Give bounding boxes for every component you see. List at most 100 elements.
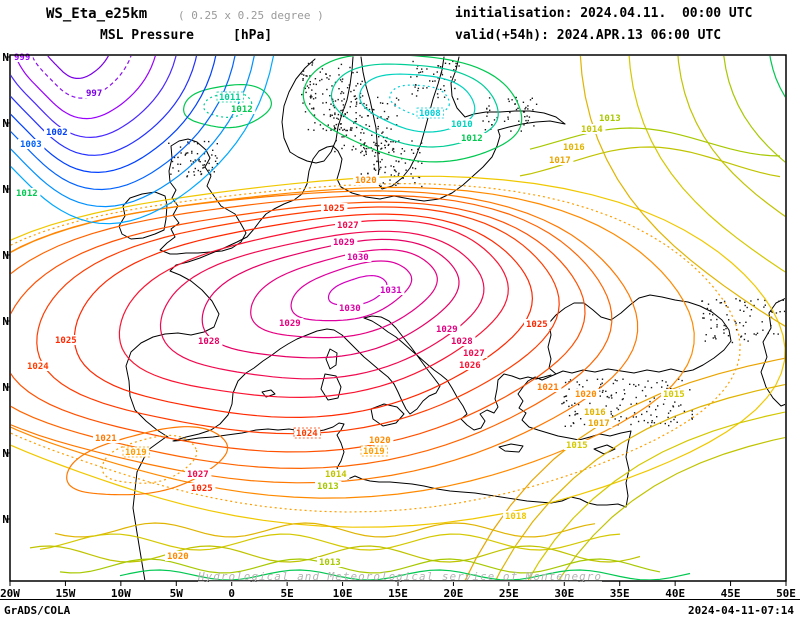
svg-text:1027: 1027 [187, 470, 209, 480]
svg-text:1015: 1015 [566, 441, 588, 451]
svg-text:999: 999 [14, 53, 30, 63]
svg-text:1025: 1025 [323, 204, 345, 214]
svg-text:1012: 1012 [16, 189, 38, 199]
svg-text:N: N [2, 117, 9, 130]
init-time-label: initialisation: 2024.04.11. 00:00 UTC [455, 6, 753, 21]
coast-west-europe [125, 120, 566, 438]
svg-text:N: N [2, 315, 9, 328]
svg-text:1020: 1020 [575, 390, 597, 400]
axis-labels: 20W 15W 10W 5W 0 5E 10E 15E 20E 25E 30E 35E 40E 45E 50… [0, 51, 796, 600]
svg-text:1028: 1028 [451, 337, 473, 347]
coast-finland [450, 56, 566, 125]
svg-text:1020: 1020 [355, 176, 377, 186]
coast-black-sea [547, 294, 732, 375]
svg-text:30E: 30E [554, 587, 574, 600]
coast-ireland [118, 191, 168, 240]
coastlines [118, 56, 785, 580]
svg-text:1014: 1014 [325, 470, 347, 480]
svg-text:1015: 1015 [663, 390, 685, 400]
svg-text:1012: 1012 [461, 134, 483, 144]
svg-text:1003: 1003 [20, 140, 42, 150]
svg-text:1002: 1002 [46, 128, 68, 138]
svg-text:15W: 15W [55, 587, 75, 600]
field-name: MSL Pressure [100, 28, 194, 43]
svg-text:1019: 1019 [363, 447, 385, 457]
svg-text:1027: 1027 [337, 221, 359, 231]
svg-text:20W: 20W [0, 587, 20, 600]
svg-text:40E: 40E [665, 587, 685, 600]
svg-text:1024: 1024 [296, 429, 318, 439]
svg-text:1027: 1027 [463, 349, 485, 359]
svg-text:50E: 50E [776, 587, 796, 600]
svg-text:10E: 10E [333, 587, 353, 600]
svg-text:45E: 45E [721, 587, 741, 600]
svg-text:1019: 1019 [125, 448, 147, 458]
svg-text:1030: 1030 [347, 253, 369, 263]
coast-africa-levant [132, 373, 632, 580]
svg-text:1013: 1013 [319, 558, 341, 568]
grads-credit: GrADS/COLA [4, 604, 71, 617]
svg-text:1017: 1017 [588, 419, 610, 429]
map-border [9, 54, 787, 582]
svg-text:10W: 10W [111, 587, 131, 600]
svg-text:1029: 1029 [279, 319, 301, 329]
svg-text:997: 997 [86, 89, 102, 99]
svg-text:1021: 1021 [537, 383, 559, 393]
svg-text:1010: 1010 [451, 120, 473, 130]
svg-text:1031: 1031 [380, 286, 402, 296]
svg-text:1020: 1020 [369, 436, 391, 446]
svg-text:1029: 1029 [333, 238, 355, 248]
island-cyprus [593, 444, 616, 455]
svg-text:0: 0 [228, 587, 235, 600]
model-resolution: ( 0.25 x 0.25 degree ) [178, 9, 324, 22]
coast-caspian [760, 297, 785, 407]
svg-text:1014: 1014 [581, 125, 603, 135]
svg-text:1028: 1028 [198, 337, 220, 347]
svg-text:1025: 1025 [191, 484, 213, 494]
svg-text:1018: 1018 [505, 512, 527, 522]
svg-text:1021: 1021 [95, 434, 117, 444]
island-corsica [325, 348, 338, 370]
svg-text:1012: 1012 [231, 105, 253, 115]
svg-text:1016: 1016 [584, 408, 606, 418]
svg-text:1008: 1008 [419, 109, 441, 119]
svg-text:1026: 1026 [459, 361, 481, 371]
svg-text:1017: 1017 [549, 156, 571, 166]
svg-text:25E: 25E [499, 587, 519, 600]
svg-text:N: N [2, 183, 9, 196]
island-sardinia [320, 373, 342, 401]
svg-text:5W: 5W [170, 587, 184, 600]
svg-text:N: N [2, 51, 9, 64]
svg-text:1011: 1011 [219, 93, 241, 103]
contour-labels: 999 997 1002 1003 1012 1011 1012 1008 1010 1012 10… [12, 52, 688, 568]
svg-text:20E: 20E [443, 587, 463, 600]
svg-text:N: N [2, 513, 9, 526]
svg-text:5E: 5E [281, 587, 294, 600]
svg-text:N: N [2, 447, 9, 460]
coast-norway [281, 56, 354, 164]
field-units: [hPa] [233, 28, 273, 43]
svg-text:N: N [2, 381, 9, 394]
svg-text:1025: 1025 [526, 320, 548, 330]
svg-text:1016: 1016 [563, 143, 585, 153]
svg-text:1030: 1030 [339, 304, 361, 314]
coast-mediterranean-north [172, 315, 552, 442]
svg-text:N: N [2, 249, 9, 262]
creation-timestamp: 2024-04-11-07:14 [688, 604, 794, 617]
footer-divider [0, 599, 800, 600]
svg-text:1020: 1020 [167, 552, 189, 562]
svg-text:1029: 1029 [436, 325, 458, 335]
svg-text:1024: 1024 [27, 362, 49, 372]
svg-text:1025: 1025 [55, 336, 77, 346]
coast-britain [159, 138, 247, 255]
model-name: WS_Eta_e25km [46, 6, 148, 22]
svg-text:15E: 15E [388, 587, 408, 600]
svg-text:1013: 1013 [317, 482, 339, 492]
svg-text:35E: 35E [610, 587, 630, 600]
svg-text:1013: 1013 [599, 114, 621, 124]
island-crete [498, 443, 524, 453]
valid-time-label: valid(+54h): 2024.APR.13 06:00 UTC [455, 28, 722, 43]
